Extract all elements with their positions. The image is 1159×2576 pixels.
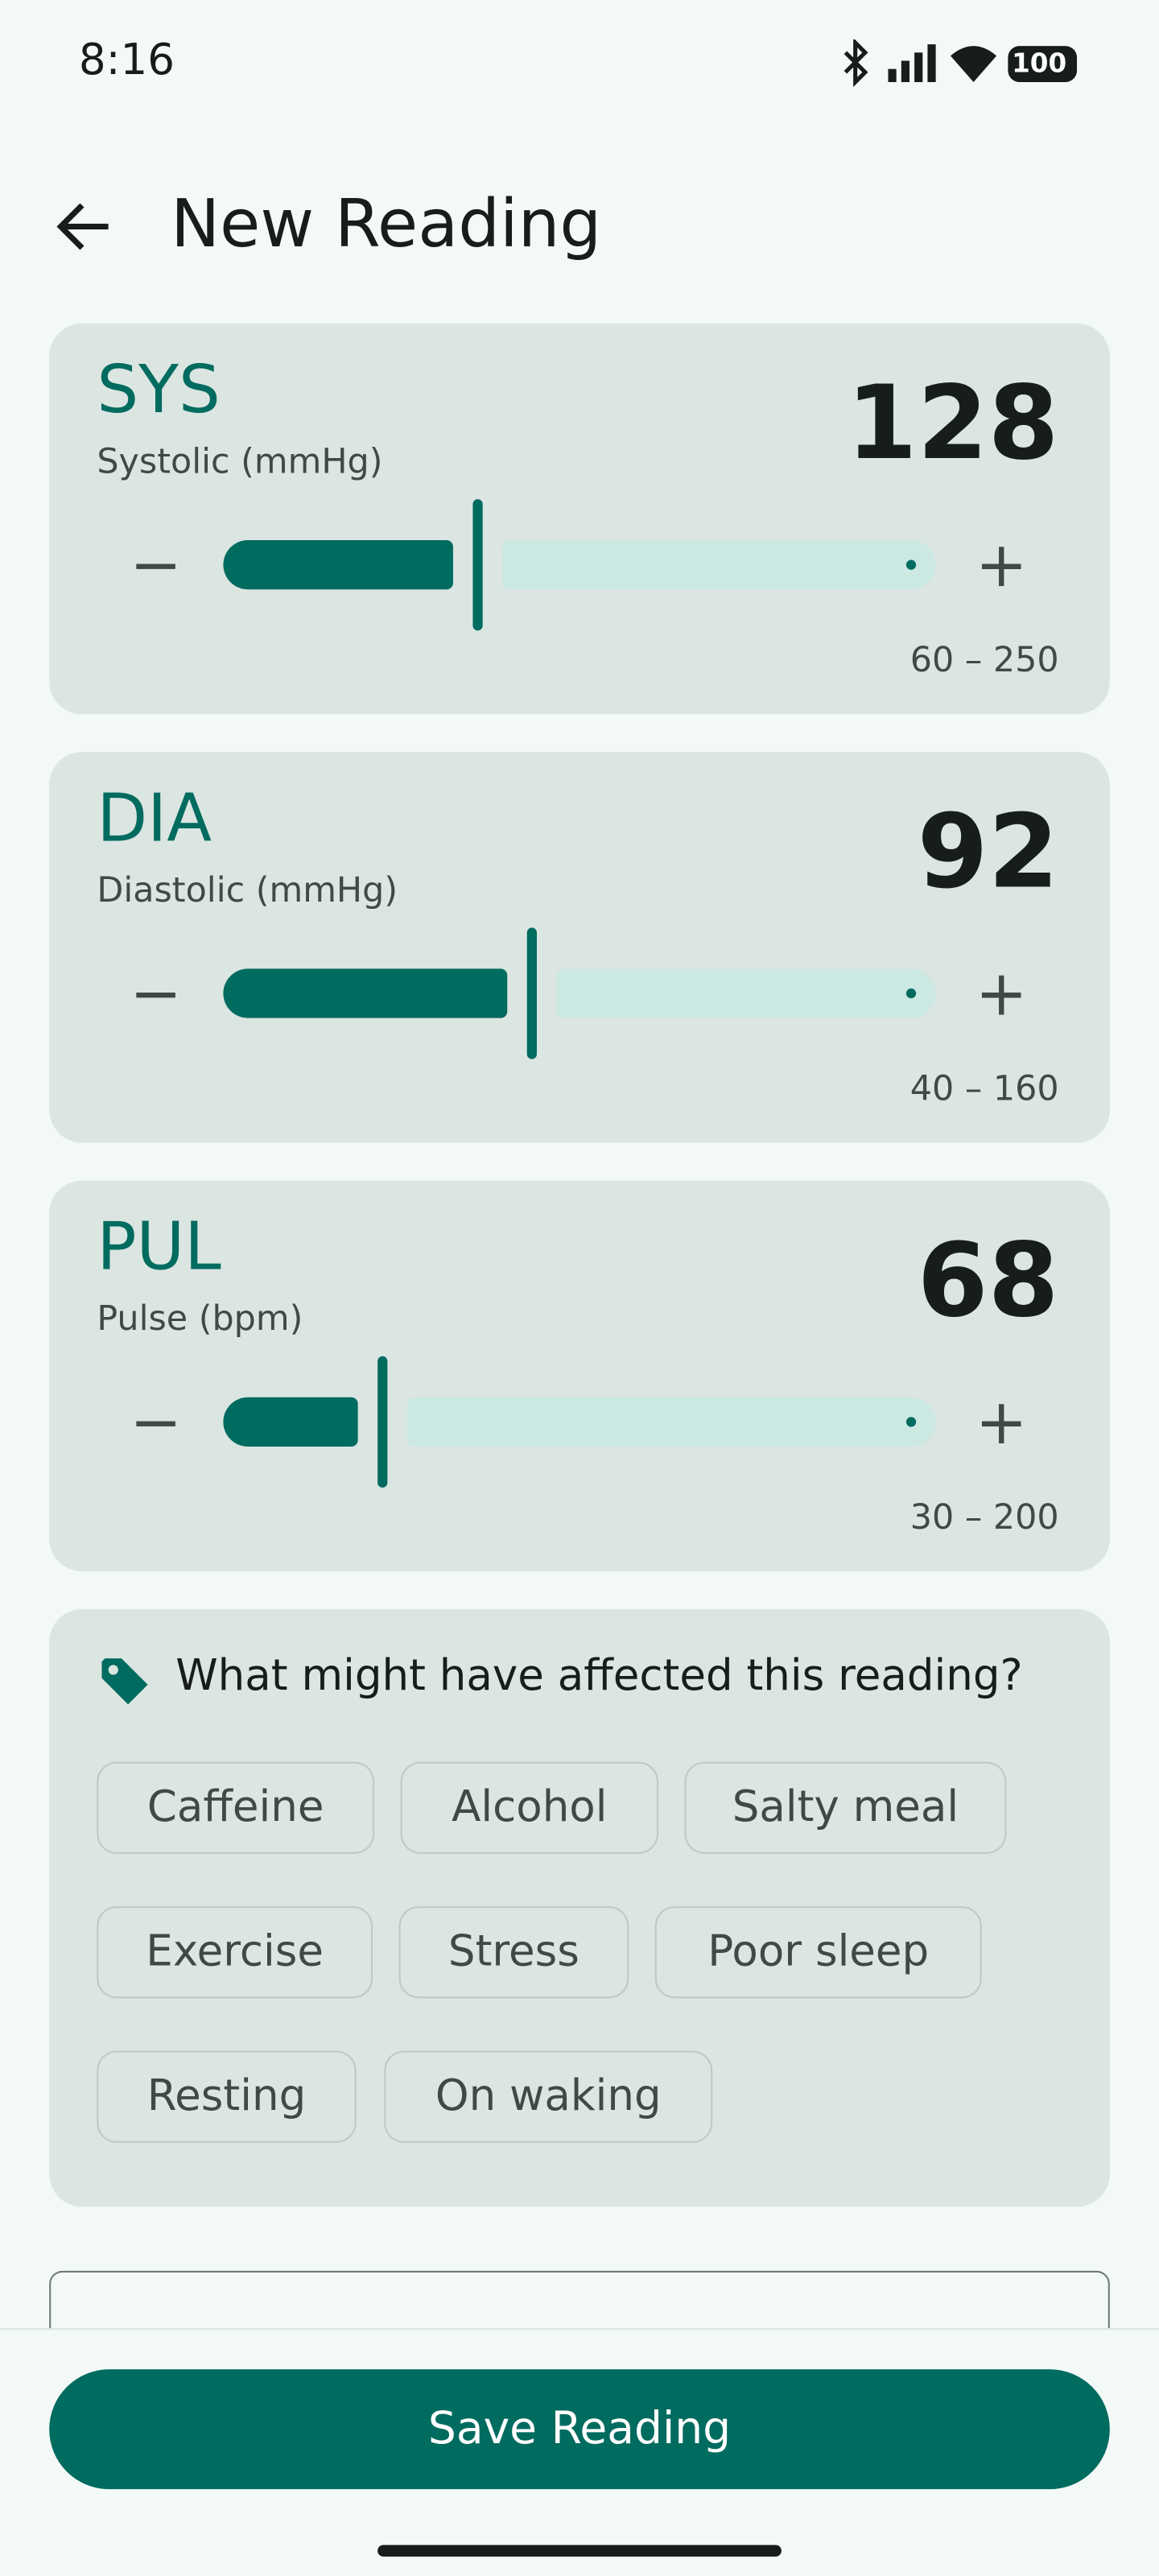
save-button[interactable]: Save Reading [49,2369,1110,2490]
tag-chip[interactable]: Stress [398,1906,629,1999]
slider-inactive [406,1397,936,1447]
slider-inactive [556,968,936,1018]
slider-active [223,1397,358,1447]
reading-range: 30 – 200 [909,1497,1059,1538]
tag-chip[interactable]: Poor sleep [654,1906,982,1999]
slider-thumb[interactable] [526,927,538,1059]
tag-chip[interactable]: On waking [384,2050,713,2143]
status-time: 8:16 [78,35,175,86]
slider-active [223,968,508,1018]
nav-handle [377,2545,782,2557]
decrement-button[interactable]: − [130,528,183,601]
reading-label: Systolic (mmHg) [97,441,383,481]
reading-value: 128 [846,362,1059,483]
decrement-button[interactable]: − [130,1385,183,1459]
slider-inactive [502,540,936,590]
reading-label: Diastolic (mmHg) [97,870,398,910]
slider-stop [905,988,917,999]
tag-chip[interactable]: Caffeine [97,1761,375,1854]
reading-range: 40 – 160 [909,1068,1059,1108]
battery-level: 100 [1012,48,1066,79]
increment-button[interactable]: + [975,528,1028,601]
decrement-button[interactable]: − [130,957,183,1030]
tags-card: What might have affected this reading? C… [49,1608,1110,2207]
increment-button[interactable]: + [975,1385,1028,1459]
reading-value: 68 [917,1220,1059,1340]
reading-value: 92 [917,791,1059,912]
slider-stop [905,1417,917,1427]
tag-chip[interactable]: Alcohol [400,1761,658,1854]
slider-stop [905,559,917,570]
tags-question: What might have affected this reading? [175,1651,1023,1702]
slider-thumb[interactable] [377,1356,388,1488]
reading-code: DIA [97,781,212,857]
reading-card: SYS Systolic (mmHg) 128 60 – 250 − + [49,323,1110,715]
reading-range: 60 – 250 [909,640,1059,680]
page-title: New Reading [171,187,602,263]
slider-thumb[interactable] [473,499,484,631]
increment-button[interactable]: + [975,957,1028,1030]
reading-card: DIA Diastolic (mmHg) 92 40 – 160 − + [49,752,1110,1143]
back-button[interactable] [56,197,114,256]
status-icons: 100 [843,39,1078,88]
slider-active [223,540,454,590]
tag-chip[interactable]: Exercise [97,1906,373,1999]
reading-code: SYS [97,353,221,429]
reading-card: PUL Pulse (bpm) 68 30 – 200 − + [49,1180,1110,1571]
reading-code: PUL [97,1210,221,1286]
reading-label: Pulse (bpm) [97,1298,303,1339]
tag-chip[interactable]: Resting [97,2050,357,2143]
tag-icon [101,1658,148,1705]
tag-chip[interactable]: Salty meal [684,1761,1007,1854]
